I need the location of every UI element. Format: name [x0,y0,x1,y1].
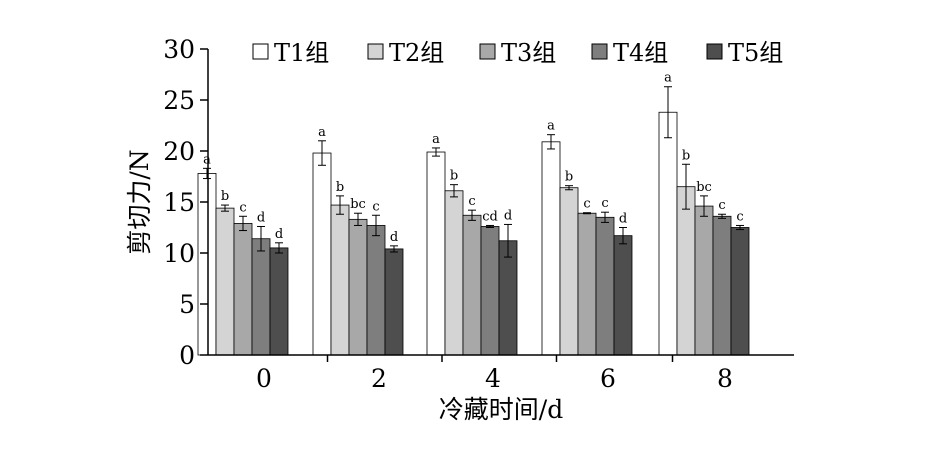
x-tick-label-8: 8 [717,364,733,393]
x-tick-label-4: 4 [485,364,501,393]
significance-label: b [450,169,458,184]
bar-T4组-0 [251,238,271,356]
significance-label: a [318,125,326,140]
significance-label: b [336,180,344,195]
significance-label: a [203,152,211,167]
y-tick-label-15: 15 [163,188,195,217]
bar-T4组-8 [712,215,732,356]
bar-T1组-2 [312,152,332,356]
significance-label: c [736,209,743,224]
bar-T1组-8 [658,111,678,356]
x-axis-title: 冷藏时间/d [439,395,563,424]
significance-label: cd [482,209,498,224]
y-tick-label-0: 0 [179,341,195,370]
significance-label: d [257,210,265,225]
significance-label: bc [696,180,712,195]
significance-label: a [547,119,555,134]
bar-T5组-4 [498,240,518,356]
significance-label: c [468,194,475,209]
x-ticks: 0 2 4 6 8 [256,355,733,393]
y-tick-label-25: 25 [163,86,195,115]
significance-label: d [504,208,512,223]
bar-T3组-0 [233,223,253,356]
y-tick-label-5: 5 [179,290,195,319]
significance-label: c [601,196,608,211]
x-tick-label-6: 6 [600,364,616,393]
legend: T1组 T2组 T3组 T4组 T5组 [252,39,783,67]
significance-label: c [718,198,725,213]
y-ticks: 0 5 10 15 20 25 30 [163,35,208,370]
bar-T4组-6 [595,216,615,356]
legend-label-T1组: T1组 [274,39,329,67]
significance-label: b [565,170,573,185]
legend-label-T4组: T4组 [613,39,668,67]
bar-T3组-8 [694,205,714,356]
y-tick-label-30: 30 [163,35,195,64]
significance-label: a [432,132,440,147]
legend-swatch-T3组 [479,43,496,60]
significance-label: b [221,189,229,204]
bar-T2组-4 [444,190,464,356]
legend-label-T5组: T5组 [728,39,783,67]
x-tick-label-0: 0 [256,364,272,393]
bar-T2组-0 [215,207,235,356]
significance-label: c [372,199,379,214]
significance-label: d [390,230,398,245]
significance-label: d [619,212,627,227]
significance-label: c [239,200,246,215]
significance-label: a [664,71,672,86]
bar-T4组-4 [480,226,500,356]
legend-label-T2组: T2组 [389,39,444,67]
x-tick-label-2: 2 [371,364,387,393]
bar-T3组-2 [348,218,368,356]
legend-label-T3组: T3组 [501,39,556,67]
y-tick-label-10: 10 [163,239,195,268]
bar-T1组-4 [426,151,446,356]
bar-T1组-6 [541,141,561,356]
bar-T5组-2 [384,248,404,356]
bar-T5组-8 [730,227,750,356]
bar-T2组-8 [676,186,696,356]
legend-swatch-T4组 [591,43,608,60]
significance-label: c [583,197,590,212]
bar-T1组-0 [197,173,217,356]
legend-swatch-T2组 [367,43,384,60]
legend-swatch-T5组 [706,43,723,60]
bar-T3组-4 [462,214,482,356]
significance-label: bc [350,197,366,212]
y-axis-title: 剪切力/N [125,149,154,254]
y-tick-label-20: 20 [163,137,195,166]
significance-label: b [682,148,690,163]
bar-T5组-0 [269,247,289,356]
bar-T2组-2 [330,204,350,356]
bar-T3组-6 [577,212,597,356]
legend-swatch-T1组 [252,43,269,60]
bar-T2组-6 [559,187,579,356]
significance-label: d [275,227,283,242]
bar-T5组-6 [613,235,633,356]
bar-T4组-2 [366,225,386,356]
